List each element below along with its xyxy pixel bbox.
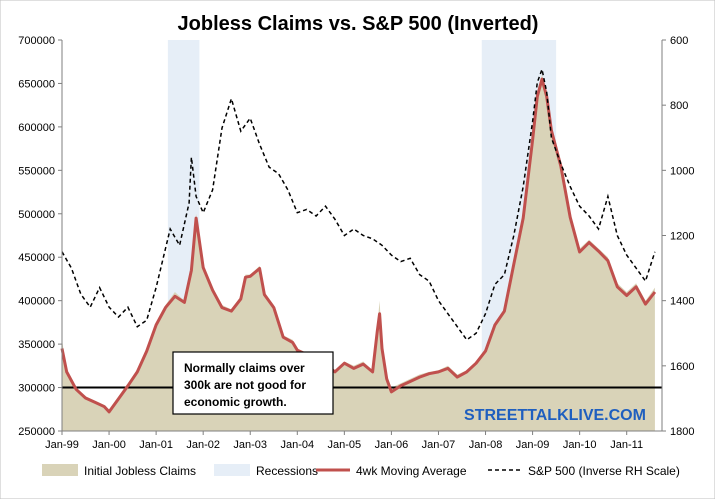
y-right-tick-label: 600 xyxy=(670,35,688,47)
legend: Initial Jobless Claims Recessions 4wk Mo… xyxy=(42,464,680,478)
y-right-tick-label: 1200 xyxy=(670,231,694,243)
y-left-tick-label: 250000 xyxy=(18,426,55,438)
legend-label-ma: 4wk Moving Average xyxy=(356,464,467,478)
x-tick-label: Jan-08 xyxy=(469,439,503,451)
x-tick-label: Jan-05 xyxy=(328,439,362,451)
annotation-box: Normally claims over 300k are not good f… xyxy=(172,351,334,415)
legend-label-claims: Initial Jobless Claims xyxy=(84,464,196,478)
x-tick-label: Jan-01 xyxy=(139,439,173,451)
y-left-tick-label: 650000 xyxy=(18,78,55,90)
legend-label-sp500: S&P 500 (Inverse RH Scale) xyxy=(528,464,680,478)
x-tick-label: Jan-04 xyxy=(280,439,314,451)
moving-average-path xyxy=(60,77,657,414)
annotation-line-3: economic growth. xyxy=(184,395,287,409)
x-tick-label: Jan-06 xyxy=(375,439,409,451)
legend-swatch-claims xyxy=(42,464,78,476)
x-tick-label: Jan-09 xyxy=(516,439,550,451)
y-left-tick-label: 450000 xyxy=(18,252,55,264)
sp500-path xyxy=(61,66,656,341)
y-left-tick-label: 600000 xyxy=(18,122,55,134)
y-left-tick-label: 300000 xyxy=(18,383,55,395)
x-ticks: Jan-99 Jan-00 Jan-01 Jan-02 Jan-03 Jan-04 Jan-… xyxy=(45,431,643,451)
claims-area xyxy=(62,74,655,432)
y-left-tick-label: 700000 xyxy=(18,35,55,47)
y-right-tick-label: 1400 xyxy=(670,296,694,308)
x-tick-label: Jan-11 xyxy=(610,439,643,451)
x-tick-label: Jan-00 xyxy=(92,439,126,451)
x-tick-label: Jan-03 xyxy=(233,439,267,451)
legend-swatch-recessions xyxy=(214,464,250,476)
legend-label-recessions: Recessions xyxy=(256,464,318,478)
moving-average-line xyxy=(60,77,657,414)
annotation-line-2: 300k are not good for xyxy=(184,378,306,392)
y-right-tick-label: 1600 xyxy=(670,361,694,373)
y-right-tick-label: 1800 xyxy=(670,426,694,438)
annotation-line-1: Normally claims over xyxy=(184,361,305,375)
y-left-tick-label: 350000 xyxy=(18,339,55,351)
x-tick-label: Jan-10 xyxy=(563,439,597,451)
y-left-ticks: 250000 300000 350000 400000 450000 500000 5500… xyxy=(18,35,62,438)
y-left-tick-label: 550000 xyxy=(18,165,55,177)
x-tick-label: Jan-02 xyxy=(186,439,220,451)
claims-area-path xyxy=(62,74,655,432)
annotation-frame xyxy=(172,351,334,415)
chart-title: Jobless Claims vs. S&P 500 (Inverted) xyxy=(178,13,539,35)
x-tick-label: Jan-99 xyxy=(45,439,79,451)
y-right-tick-label: 800 xyxy=(670,100,688,112)
watermark: STREETTALKLIVE.COM xyxy=(464,407,646,424)
y-left-tick-label: 500000 xyxy=(18,209,55,221)
y-right-ticks: 600 800 1000 1200 1400 1600 1800 xyxy=(662,35,694,438)
x-tick-label: Jan-07 xyxy=(422,439,456,451)
y-right-tick-label: 1000 xyxy=(670,165,694,177)
y-left-tick-label: 400000 xyxy=(18,296,55,308)
sp500-line xyxy=(61,66,656,341)
